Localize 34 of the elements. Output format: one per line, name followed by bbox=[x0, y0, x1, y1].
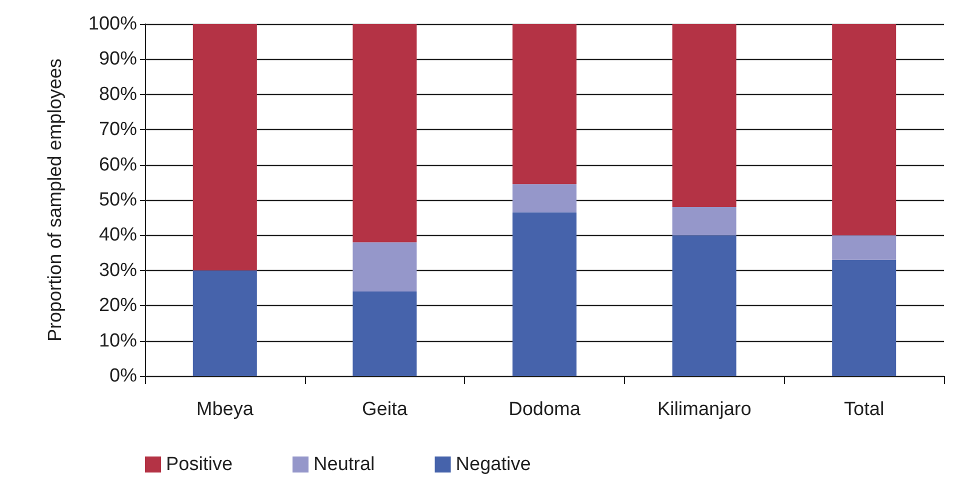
y-tick-label: 0% bbox=[110, 366, 138, 386]
legend-label: Neutral bbox=[314, 454, 375, 475]
bar bbox=[352, 292, 417, 376]
legend-label: Negative bbox=[456, 454, 531, 475]
legend-label: Positive bbox=[166, 454, 233, 475]
y-tick-label: 70% bbox=[98, 119, 138, 140]
y-tick-label: 50% bbox=[98, 190, 138, 210]
y-tick-label: 40% bbox=[98, 224, 138, 246]
y-axis-title: Proportion of sampled employees bbox=[45, 58, 66, 342]
x-tick-label: Total bbox=[844, 399, 884, 420]
bar bbox=[832, 235, 896, 260]
bar bbox=[512, 24, 576, 184]
bar bbox=[672, 235, 736, 376]
bar bbox=[192, 24, 257, 270]
bar bbox=[672, 24, 736, 208]
bar bbox=[832, 260, 896, 376]
x-tick-label: Mbeya bbox=[196, 399, 254, 420]
y-tick-label: 60% bbox=[98, 154, 138, 176]
y-tick-label: 100% bbox=[88, 14, 138, 34]
bar bbox=[512, 212, 576, 376]
bar bbox=[352, 242, 417, 292]
bar bbox=[672, 207, 736, 236]
y-tick-label: 10% bbox=[98, 330, 138, 352]
bar bbox=[192, 270, 257, 376]
x-tick-label: Dodoma bbox=[508, 399, 581, 420]
x-tick-label: Geita bbox=[362, 399, 408, 420]
y-tick-label: 20% bbox=[98, 295, 138, 316]
x-tick-label: Kilimanjaro bbox=[657, 399, 752, 420]
y-tick-label: 80% bbox=[98, 84, 138, 105]
bar bbox=[512, 184, 576, 212]
bar bbox=[832, 24, 896, 236]
y-tick-label: 30% bbox=[98, 260, 138, 281]
y-tick-label: 90% bbox=[98, 48, 138, 70]
bar bbox=[352, 24, 417, 242]
